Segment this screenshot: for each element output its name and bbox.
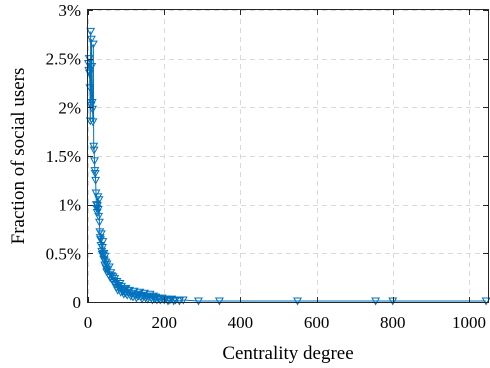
x-tick-label: 600 <box>304 313 330 332</box>
data-point-marker <box>86 35 96 44</box>
data-point-marker <box>100 252 110 261</box>
data-point-marker <box>90 157 99 166</box>
data-point-marker <box>121 284 131 293</box>
x-tick-label: 800 <box>380 313 406 332</box>
data-point-marker <box>92 205 102 213</box>
data-point-marker <box>93 206 103 214</box>
y-tick-label: 2.5% <box>46 50 81 69</box>
data-point-marker <box>87 98 97 107</box>
tick-layer: 0 200 400 600 800 1000 0 0.5% 1% 1.5% 2% 2.5% 3% <box>46 1 488 332</box>
data-point-marker <box>481 297 490 306</box>
y-tick-label: 1% <box>58 196 81 215</box>
data-point-marker <box>91 176 101 185</box>
data-point-marker <box>104 263 114 272</box>
data-point-marker <box>174 297 184 306</box>
plot-area-frame <box>87 9 489 303</box>
data-point-marker <box>89 142 99 151</box>
data-point-marker <box>194 297 203 306</box>
data-point-marker <box>88 105 98 114</box>
data-point-marker <box>94 196 104 205</box>
x-tick-label: 0 <box>84 313 93 332</box>
y-tick-label: 0 <box>73 293 82 312</box>
y-tick-label: 3% <box>58 1 81 20</box>
x-tick-label: 200 <box>151 313 177 332</box>
data-point-marker <box>96 230 106 239</box>
data-point-marker <box>88 118 98 127</box>
data-point-marker <box>89 146 99 155</box>
grid-lines <box>88 10 488 303</box>
data-point-marker <box>153 294 163 303</box>
data-point-marker <box>112 278 122 286</box>
data-point-marker <box>163 297 173 306</box>
data-point-marker <box>85 84 95 93</box>
data-point-marker <box>85 117 95 126</box>
data-point-marker <box>388 297 398 306</box>
data-point-marker <box>94 212 104 221</box>
x-tick-label: 400 <box>228 313 254 332</box>
data-point-marker <box>91 201 101 210</box>
data-point-marker <box>87 62 97 71</box>
data-point-marker <box>293 297 302 306</box>
series-layer <box>83 27 490 306</box>
data-point-marker <box>91 189 101 198</box>
data-point-marker <box>98 238 108 247</box>
y-tick-label: 1.5% <box>46 147 81 166</box>
data-point-marker <box>169 297 179 306</box>
x-axis-label: Centrality degree <box>222 343 353 364</box>
y-axis-label: Fraction of social users <box>8 68 29 245</box>
data-point-marker <box>371 297 381 306</box>
data-point-marker <box>214 297 224 306</box>
series-line <box>87 31 487 302</box>
data-point-marker <box>86 27 96 36</box>
data-point-marker <box>97 250 107 259</box>
x-tick-label: 1000 <box>452 313 486 332</box>
data-point-marker <box>93 202 102 211</box>
data-point-marker <box>88 40 98 49</box>
data-point-marker <box>178 296 188 305</box>
y-tick-label: 0.5% <box>46 244 81 263</box>
data-point-marker <box>94 218 104 227</box>
y-tick-label: 2% <box>58 98 81 117</box>
data-point-marker <box>90 170 100 178</box>
